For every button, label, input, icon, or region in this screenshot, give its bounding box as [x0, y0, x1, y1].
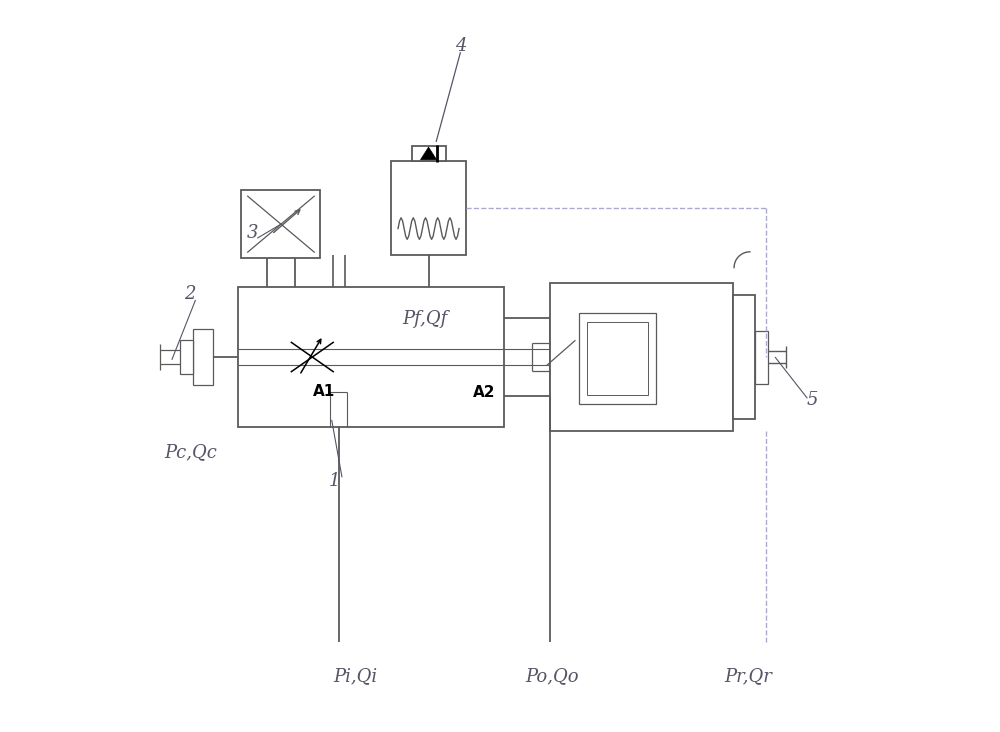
Text: Pc,Qc: Pc,Qc — [165, 443, 218, 461]
Text: Pr,Qr: Pr,Qr — [724, 668, 772, 685]
Bar — [550, 283, 733, 430]
Text: Po,Qo: Po,Qo — [525, 668, 579, 685]
Bar — [180, 340, 193, 374]
Text: 1: 1 — [329, 472, 341, 490]
Bar — [412, 146, 446, 161]
Bar — [755, 331, 768, 384]
Text: Pf,Qf: Pf,Qf — [402, 310, 447, 329]
Text: 3: 3 — [247, 224, 258, 242]
Text: 5: 5 — [807, 392, 818, 409]
Bar — [391, 161, 466, 255]
Bar — [241, 190, 320, 258]
Bar — [193, 329, 213, 385]
Bar — [579, 313, 656, 404]
Polygon shape — [421, 147, 437, 160]
Text: 4: 4 — [455, 37, 466, 56]
Bar — [238, 287, 504, 427]
Text: 2: 2 — [184, 285, 196, 303]
Text: A1: A1 — [313, 384, 335, 399]
Bar — [733, 295, 755, 419]
Text: Pi,Qi: Pi,Qi — [333, 668, 377, 685]
Text: A2: A2 — [473, 385, 495, 400]
Bar — [587, 322, 648, 395]
